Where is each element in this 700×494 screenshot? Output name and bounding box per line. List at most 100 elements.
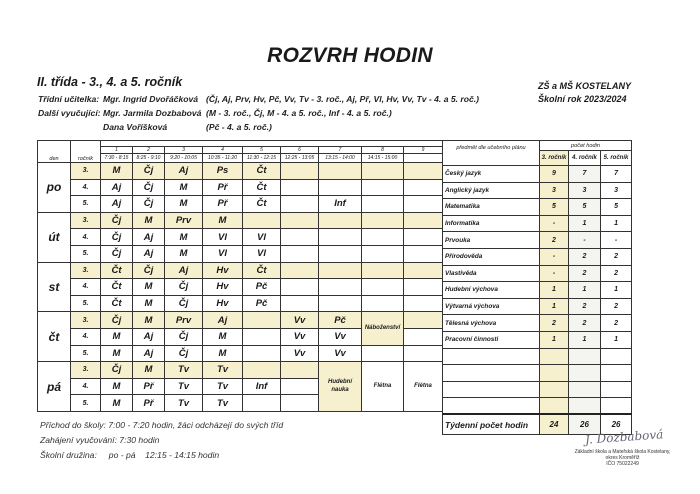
lesson-cell	[242, 327, 281, 346]
schedule-row: 5. Čj Aj M Vl Vl	[38, 244, 444, 263]
period-time: 10:35 - 11:20	[202, 153, 243, 163]
hours-value: 2	[568, 314, 601, 332]
hours-header: počet hodin	[538, 140, 633, 151]
lesson-cell	[242, 394, 281, 412]
lesson-cell: M	[100, 162, 133, 180]
lesson-cell	[242, 361, 281, 379]
grade-header: 3. ročník	[539, 150, 569, 166]
lesson-cell	[318, 294, 362, 313]
lesson-cell: M	[202, 211, 243, 230]
lesson-cell: Vl	[202, 228, 243, 246]
day-label: čt	[37, 311, 71, 363]
day-label: po	[37, 162, 71, 213]
hours-value: 1	[568, 281, 601, 299]
header-blank-row: den ročník	[37, 140, 444, 163]
lesson-cell	[280, 377, 319, 396]
lesson-cell	[280, 228, 319, 246]
subject-header: předmět dle učebního plánu	[442, 140, 540, 166]
lesson-cell: Aj	[132, 244, 165, 263]
lesson-cell	[361, 261, 404, 280]
grade-label: 4.	[70, 327, 101, 346]
lesson-cell: Hv	[202, 294, 243, 313]
footer-afterschool: Školní družina: po - pá 12:15 - 14:15 ho…	[40, 450, 220, 460]
total-value: 26	[599, 413, 633, 435]
hours-value: 2	[539, 231, 569, 249]
lesson-cell: M	[164, 228, 203, 246]
lesson-cell: Pč	[318, 311, 362, 329]
grade-label: 3.	[70, 311, 101, 329]
lesson-cell: Vv	[318, 344, 362, 363]
plan-row: Hudební výchova 1 1 1	[442, 281, 633, 299]
hours-value	[539, 380, 569, 399]
lesson-cell: M	[100, 394, 133, 412]
lesson-cell	[280, 211, 319, 230]
period-time-row: 7:30 - 8:15 8:25 - 9:10 9:20 - 10:05 10:35 …	[38, 153, 444, 163]
lesson-cell: Čj	[164, 294, 203, 313]
hours-value: 2	[539, 314, 569, 332]
schedule-row: 5. Aj Čj M Př Čt Inf	[38, 195, 444, 213]
lesson-cell: Vl	[202, 244, 243, 263]
subject-plan-table: předmět dle učebního plánu počet hodin 3. …	[442, 140, 633, 435]
lesson-cell: M	[100, 327, 133, 346]
footer-start: Zahájení vyučování: 7:30 hodin	[40, 435, 160, 445]
hours-value	[539, 364, 569, 382]
grade-label: 5.	[70, 294, 101, 313]
period-time: 13:15 - 14:00	[318, 153, 362, 163]
lesson-cell	[318, 244, 362, 263]
lesson-cell: M	[132, 211, 165, 230]
grade-label: 5.	[70, 344, 101, 363]
hours-value: 7	[568, 165, 601, 183]
lesson-cell: Prv	[164, 311, 203, 329]
hours-value: 9	[539, 165, 569, 183]
hours-value: -	[539, 214, 569, 233]
hours-value	[568, 397, 601, 415]
hours-value: 1	[539, 281, 569, 299]
lesson-cell: Pč	[242, 278, 281, 296]
plan-row	[442, 347, 633, 366]
subject-name: Tělesná výchova	[442, 314, 540, 332]
period-time: 8:25 - 9:10	[132, 153, 165, 163]
total-row: Týdenní počet hodin 24 26 26	[442, 413, 633, 435]
lesson-cell: Čt	[242, 195, 281, 213]
lesson-cell	[242, 344, 281, 363]
lesson-cell: Čj	[132, 261, 165, 280]
period-number: 6	[280, 146, 319, 154]
grade-label: 4.	[70, 228, 101, 246]
grades-header-row: 3. ročník 4. ročník 5. ročník	[443, 150, 633, 166]
lesson-cell	[402, 244, 444, 263]
lesson-cell	[280, 394, 319, 412]
schedule-row: čt 3. Čj M Prv Aj Vv Pč Náboženství	[37, 311, 444, 363]
lesson-cell	[361, 278, 404, 296]
hours-value	[599, 364, 633, 382]
subject-name: Matematika	[442, 198, 540, 216]
lesson-cell: Tv	[202, 361, 243, 379]
subject-name	[442, 364, 540, 382]
lesson-cell: Aj	[202, 311, 243, 329]
hours-value	[568, 347, 601, 366]
hours-value: 1	[568, 330, 601, 349]
lesson-cell	[280, 162, 319, 180]
hours-value: 2	[599, 297, 633, 316]
hours-value: 1	[599, 281, 633, 299]
hours-value: 1	[599, 214, 633, 233]
lesson-cell: Aj	[132, 344, 165, 363]
lesson-cell: Čj	[132, 195, 165, 213]
hours-value: 2	[599, 247, 633, 266]
schedule-row: út 3. Čj M Prv M	[37, 211, 444, 263]
lesson-cell: Čt	[100, 294, 133, 313]
page-title: ROZVRH HODIN	[267, 44, 433, 67]
lesson-cell: Čt	[242, 261, 281, 280]
hours-value: 3	[568, 181, 601, 200]
lesson-cell: Čj	[100, 311, 133, 329]
lesson-cell: Aj	[100, 178, 133, 197]
lesson-cell: Tv	[164, 377, 203, 396]
school-name: ZŠ a MŠ KOSTELANY	[538, 81, 632, 91]
lesson-cell: M	[100, 377, 133, 396]
period-number: 9	[402, 146, 444, 154]
teacher-name-3: Dana Voříšková	[103, 122, 168, 132]
grade-label: 5.	[70, 244, 101, 263]
period-number: 1	[100, 146, 133, 154]
plan-row: Matematika 5 5 5	[442, 198, 633, 216]
hours-value: -	[599, 231, 633, 249]
plan-row: Prvouka 2- -	[442, 231, 633, 249]
